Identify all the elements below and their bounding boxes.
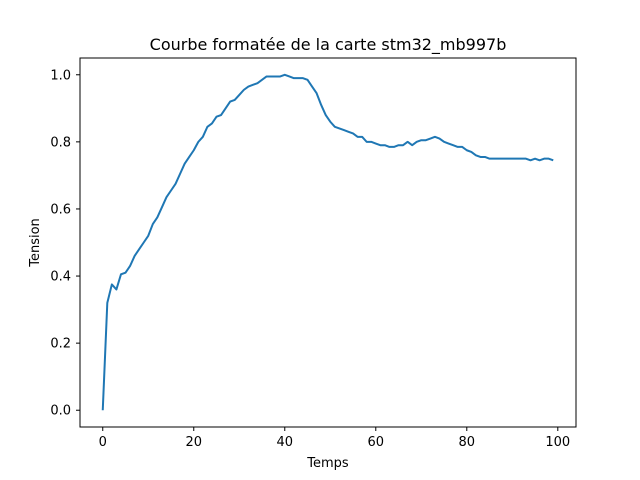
x-tick-label: 80 xyxy=(459,435,476,450)
x-axis-ticks: 0 20 40 60 80 100 xyxy=(99,427,570,450)
y-tick-label: 0.4 xyxy=(50,270,71,285)
y-axis-ticks: 0.0 0.2 0.4 0.6 0.8 1.0 xyxy=(50,68,80,419)
chart-title: Courbe formatée de la carte stm32_mb997b xyxy=(150,35,507,55)
tension-series-line xyxy=(101,73,554,411)
y-axis-label: Tension xyxy=(28,218,43,268)
y-tick-label: 0.8 xyxy=(50,135,71,150)
x-tick-label: 0 xyxy=(99,435,107,450)
y-tick-label: 0.0 xyxy=(50,404,71,419)
x-tick-label: 20 xyxy=(185,435,202,450)
y-tick-label: 1.0 xyxy=(50,68,71,83)
x-tick-label: 100 xyxy=(545,435,570,450)
x-axis-label: Temps xyxy=(306,456,349,471)
axes-frame xyxy=(79,57,577,428)
x-tick-label: 40 xyxy=(276,435,293,450)
y-tick-label: 0.6 xyxy=(50,202,71,217)
plot-area xyxy=(101,73,554,411)
y-tick-label: 0.2 xyxy=(50,337,71,352)
x-tick-label: 60 xyxy=(368,435,385,450)
